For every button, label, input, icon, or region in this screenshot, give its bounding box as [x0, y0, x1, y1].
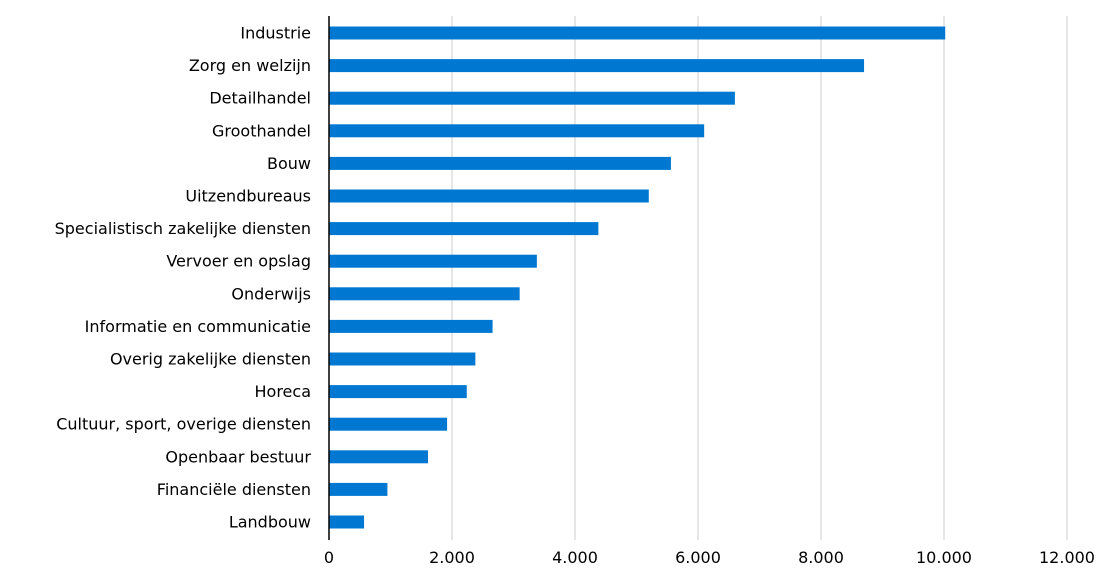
category-label: Bouw — [267, 154, 311, 173]
bar — [329, 450, 429, 464]
category-label: Onderwijs — [231, 284, 311, 303]
category-label: Vervoer en opslag — [166, 252, 311, 271]
x-tick-label: 8.000 — [798, 548, 844, 567]
bar — [329, 482, 388, 496]
x-tick-label: 12.000 — [1039, 548, 1095, 567]
x-tick-label: 10.000 — [916, 548, 972, 567]
category-label: Openbaar bestuur — [165, 447, 311, 466]
x-tick-label: 4.000 — [552, 548, 598, 567]
bar — [329, 91, 735, 105]
bar — [329, 352, 476, 366]
bar — [329, 26, 946, 40]
bar — [329, 254, 537, 268]
bars — [329, 26, 946, 529]
category-label: Horeca — [255, 382, 312, 401]
bar — [329, 222, 599, 236]
bar — [329, 417, 448, 431]
tick-labels: 0 2.000 4.000 6.000 8.000 10.000 12.000 — [324, 548, 1095, 567]
category-label: Industrie — [240, 24, 311, 43]
category-labels: Industrie Zorg en welzijn Detailhandel Groo… — [55, 24, 312, 532]
bar — [329, 124, 705, 138]
x-tick-label: 6.000 — [675, 548, 721, 567]
category-label: Groothandel — [212, 121, 311, 140]
category-label: Informatie en communicatie — [85, 317, 311, 336]
category-label: Financiële diensten — [157, 480, 311, 499]
category-label: Cultuur, sport, overige diensten — [56, 415, 311, 434]
bar — [329, 515, 365, 529]
category-label: Detailhandel — [209, 89, 311, 108]
bar — [329, 385, 467, 399]
category-label: Uitzendbureaus — [185, 187, 311, 206]
category-label: Landbouw — [229, 513, 311, 532]
category-label: Overig zakelijke diensten — [110, 350, 311, 369]
category-label: Specialistisch zakelijke diensten — [55, 219, 311, 238]
x-tick-label: 2.000 — [429, 548, 475, 567]
bar — [329, 59, 865, 73]
bar — [329, 319, 493, 333]
bar — [329, 189, 649, 203]
bar — [329, 156, 671, 170]
x-tick-label: 0 — [324, 548, 334, 567]
category-label: Zorg en welzijn — [189, 56, 311, 75]
bar — [329, 287, 520, 301]
